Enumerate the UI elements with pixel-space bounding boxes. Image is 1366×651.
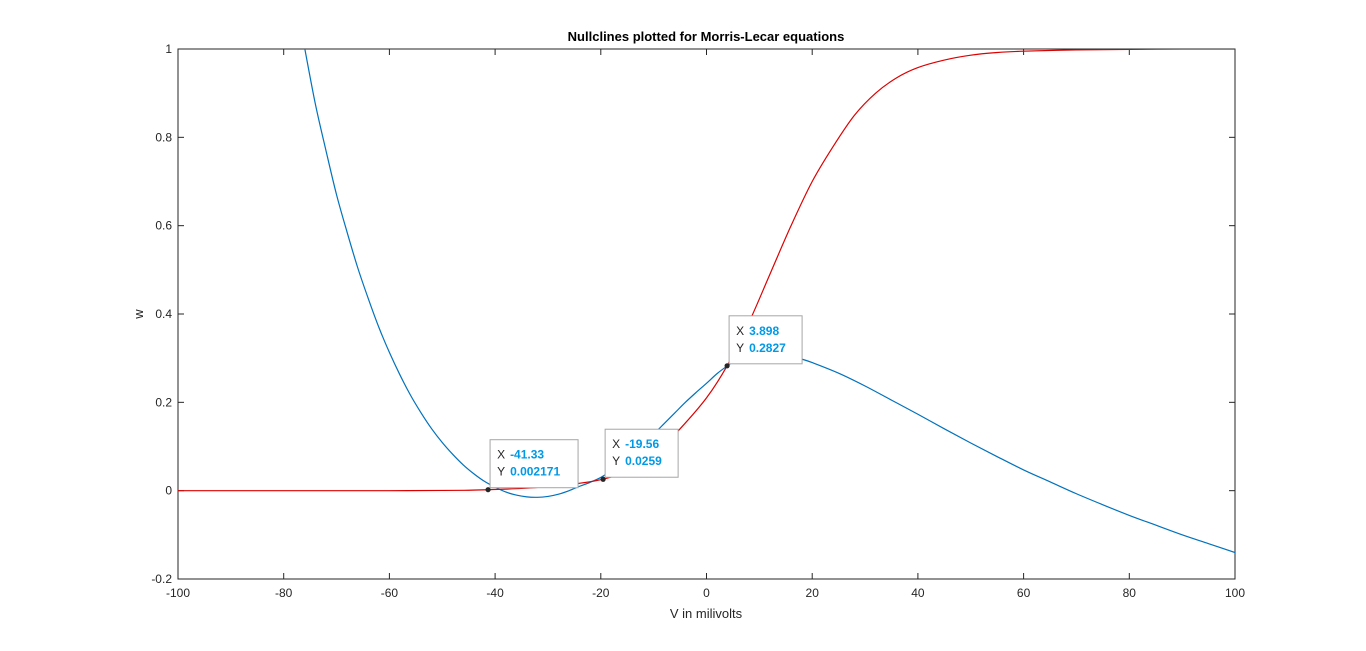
y-tick-label: 0.4 bbox=[155, 307, 172, 321]
y-axis-label: w bbox=[131, 309, 146, 320]
datatip-box bbox=[604, 428, 679, 478]
datatip-x-label: X bbox=[612, 437, 620, 451]
datatip-x-value: -19.56 bbox=[625, 437, 659, 451]
x-tick-label: 60 bbox=[1017, 586, 1031, 600]
datatip-layer: X -41.33 Y 0.002171 X -19.56 Y 0.0259 X 3.898 Y 0.2… bbox=[485, 315, 803, 493]
x-axis-label: V in milivolts bbox=[670, 606, 743, 621]
datatip-x-value: -41.33 bbox=[510, 448, 544, 462]
datatip-x-label: X bbox=[497, 448, 505, 462]
x-tick-label: 0 bbox=[703, 586, 710, 600]
ticks: -100 -80 -60 -40 -20 0 20 40 60 80 100 -0.2 0 0.2 0.4 0… bbox=[151, 42, 1245, 600]
datatip-box bbox=[728, 315, 803, 365]
datatip-x-value: 3.898 bbox=[749, 324, 779, 338]
datatip[interactable]: X 3.898 Y 0.2827 bbox=[724, 315, 803, 369]
y-tick-label: 0 bbox=[165, 484, 172, 498]
x-tick-label: -20 bbox=[592, 586, 610, 600]
datatip[interactable]: X -41.33 Y 0.002171 bbox=[485, 439, 579, 493]
chart-title: Nullclines plotted for Morris-Lecar equa… bbox=[568, 29, 845, 44]
y-tick-label: -0.2 bbox=[151, 572, 172, 586]
datatip-y-value: 0.0259 bbox=[625, 454, 662, 468]
y-tick-label: 1 bbox=[165, 42, 172, 56]
x-tick-label: -60 bbox=[381, 586, 399, 600]
datatip-marker[interactable] bbox=[485, 487, 491, 493]
x-tick-label: 100 bbox=[1225, 586, 1245, 600]
axes-box bbox=[177, 48, 1236, 580]
datatip-x-label: X bbox=[736, 324, 744, 338]
x-tick-label: -100 bbox=[166, 586, 190, 600]
datatip-y-label: Y bbox=[612, 454, 620, 468]
y-tick-label: 0.8 bbox=[155, 130, 172, 144]
datatip-y-label: Y bbox=[497, 465, 505, 479]
datatip-marker[interactable] bbox=[600, 476, 606, 482]
datatip-box bbox=[489, 439, 579, 489]
datatip-y-label: Y bbox=[736, 341, 744, 355]
x-tick-label: 20 bbox=[806, 586, 820, 600]
plot-area: -100 -80 -60 -40 -20 0 20 40 60 80 100 -0.2 0 0.2 0.4 0… bbox=[151, 42, 1245, 600]
datatip-y-value: 0.002171 bbox=[510, 465, 560, 479]
x-tick-label: -80 bbox=[275, 586, 293, 600]
y-tick-label: 0.6 bbox=[155, 219, 172, 233]
x-tick-label: 40 bbox=[911, 586, 925, 600]
datatip[interactable]: X -19.56 Y 0.0259 bbox=[600, 428, 679, 482]
x-tick-label: 80 bbox=[1123, 586, 1137, 600]
datatip-y-value: 0.2827 bbox=[749, 341, 786, 355]
x-tick-label: -40 bbox=[486, 586, 504, 600]
datatip-marker[interactable] bbox=[724, 363, 730, 369]
y-tick-label: 0.2 bbox=[155, 395, 172, 409]
